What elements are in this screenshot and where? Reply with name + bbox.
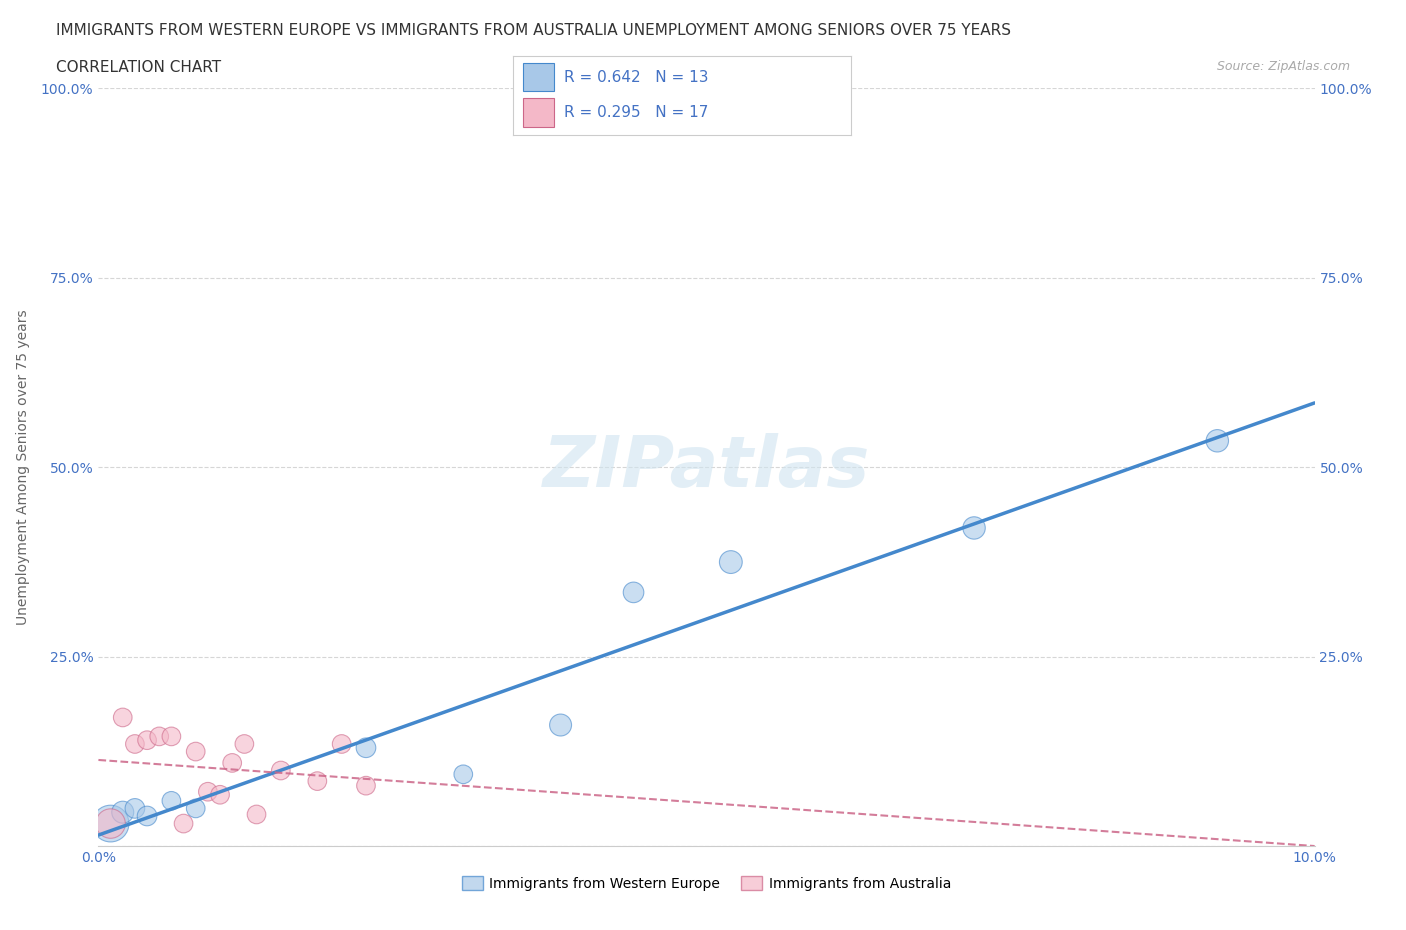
Text: ZIPatlas: ZIPatlas xyxy=(543,432,870,502)
Point xyxy=(209,788,232,803)
Point xyxy=(354,778,377,793)
Point xyxy=(233,737,256,751)
Legend: Immigrants from Western Europe, Immigrants from Australia: Immigrants from Western Europe, Immigran… xyxy=(456,870,957,897)
Text: R = 0.642   N = 13: R = 0.642 N = 13 xyxy=(564,70,709,85)
Point xyxy=(550,718,572,733)
Text: R = 0.295   N = 17: R = 0.295 N = 17 xyxy=(564,105,709,120)
Text: IMMIGRANTS FROM WESTERN EUROPE VS IMMIGRANTS FROM AUSTRALIA UNEMPLOYMENT AMONG S: IMMIGRANTS FROM WESTERN EUROPE VS IMMIGR… xyxy=(56,23,1011,38)
Text: Source: ZipAtlas.com: Source: ZipAtlas.com xyxy=(1216,60,1350,73)
Point xyxy=(270,763,292,777)
Point xyxy=(197,784,219,799)
Text: CORRELATION CHART: CORRELATION CHART xyxy=(56,60,221,75)
Point xyxy=(184,744,207,759)
Point xyxy=(453,767,475,782)
Point xyxy=(1206,433,1229,448)
Point xyxy=(111,804,134,819)
Point xyxy=(221,755,243,770)
Point xyxy=(100,817,122,831)
Point xyxy=(124,737,146,751)
Point xyxy=(245,807,267,822)
Point xyxy=(160,793,183,808)
Y-axis label: Unemployment Among Seniors over 75 years: Unemployment Among Seniors over 75 years xyxy=(15,310,30,625)
Point xyxy=(330,737,353,751)
Point xyxy=(136,808,159,823)
Bar xyxy=(523,63,554,91)
Point xyxy=(100,817,122,831)
Point xyxy=(160,729,183,744)
Point xyxy=(720,554,742,569)
Point xyxy=(623,585,645,600)
Point xyxy=(184,801,207,816)
Point xyxy=(963,521,986,536)
Point xyxy=(136,733,159,748)
Bar xyxy=(523,99,554,127)
Point xyxy=(307,774,329,789)
Point xyxy=(173,817,195,831)
Point xyxy=(354,740,377,755)
Point xyxy=(124,801,146,816)
Point xyxy=(111,710,134,724)
Point xyxy=(148,729,170,744)
